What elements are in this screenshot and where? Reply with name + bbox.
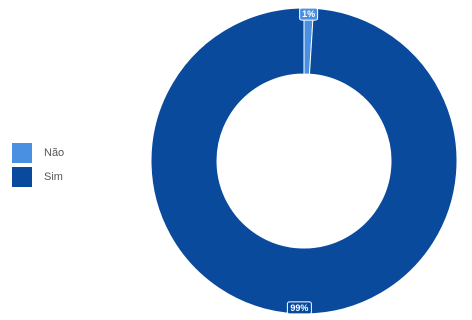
legend-swatch-sim bbox=[12, 167, 32, 187]
chart-legend: Não Sim bbox=[12, 143, 64, 187]
legend-item-sim[interactable]: Sim bbox=[12, 167, 64, 187]
data-label-no: 1% bbox=[299, 7, 319, 21]
data-label-box bbox=[299, 7, 319, 21]
data-label-text: 1% bbox=[302, 9, 315, 19]
data-label-text: 99% bbox=[290, 303, 308, 313]
legend-swatch-nao bbox=[12, 143, 32, 163]
slice-sim[interactable] bbox=[150, 7, 458, 315]
legend-label-sim: Sim bbox=[44, 171, 63, 183]
legend-label-nao: Não bbox=[44, 147, 65, 159]
legend-item-nao[interactable]: Não bbox=[12, 143, 64, 163]
data-label-sim: 99% bbox=[286, 301, 312, 315]
data-label-box bbox=[286, 301, 312, 315]
